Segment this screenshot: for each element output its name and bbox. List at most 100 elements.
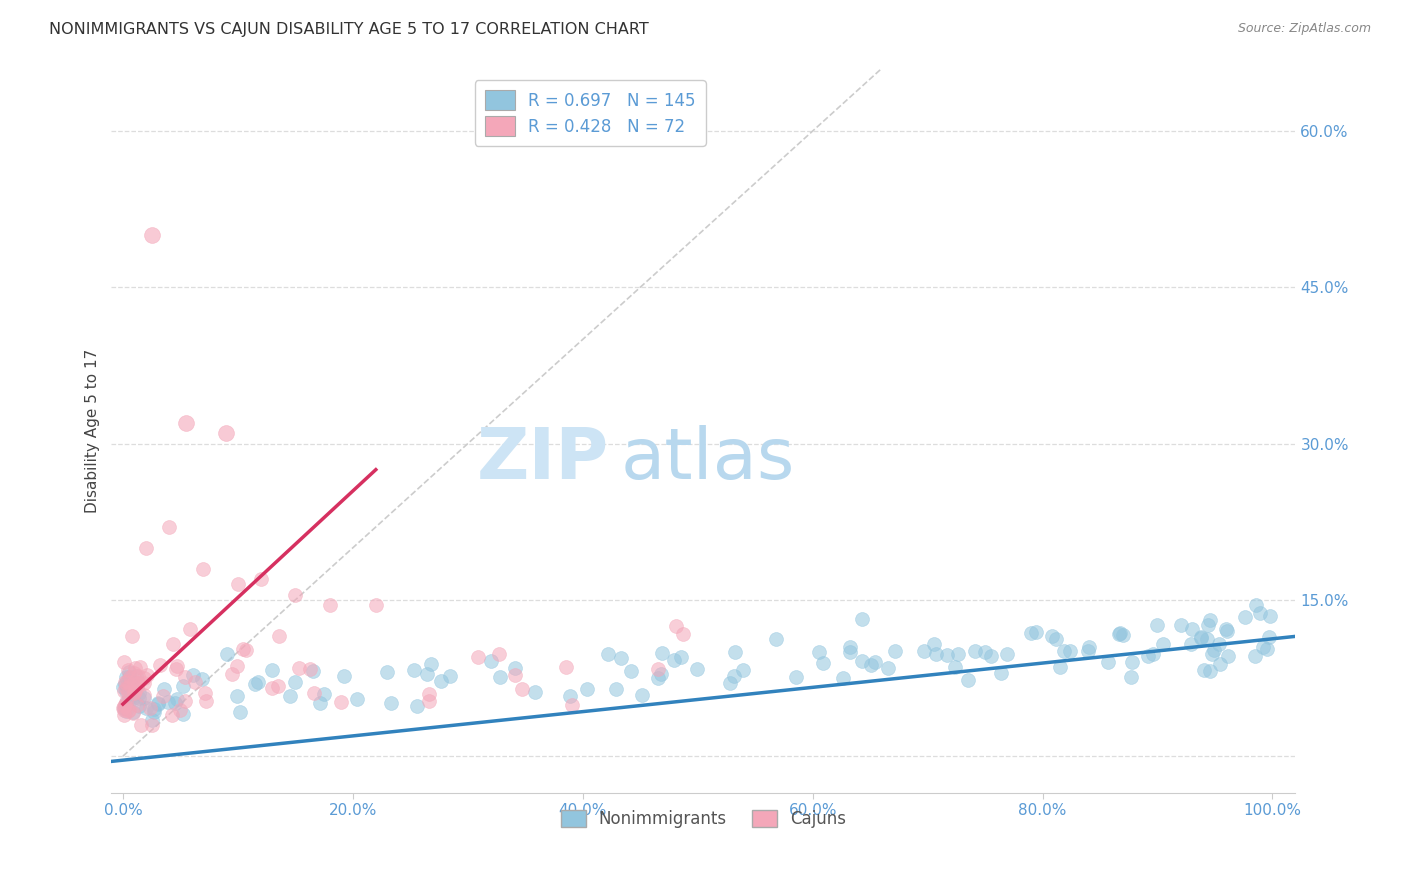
Point (112, 708, 135, 723)
Point (115, 704, 138, 718)
Point (1119, 670, 1142, 684)
Point (136, 668, 159, 682)
Point (1108, 627, 1130, 641)
Point (114, 698, 136, 712)
Point (1049, 660, 1071, 674)
Point (1197, 618, 1219, 632)
Point (946, 647, 969, 661)
Point (118, 665, 141, 679)
Point (1251, 640, 1274, 655)
Point (166, 691, 188, 706)
Point (863, 655, 886, 669)
Point (1121, 655, 1143, 669)
Point (808, 645, 831, 659)
Point (924, 647, 946, 661)
Point (1170, 617, 1192, 632)
Point (375, 665, 398, 680)
Point (415, 667, 437, 681)
Point (115, 681, 138, 696)
Point (922, 637, 945, 651)
Point (380, 696, 402, 710)
Point (115, 680, 138, 694)
Point (235, 643, 257, 657)
Point (1208, 637, 1230, 651)
Point (1021, 625, 1043, 640)
Point (1216, 624, 1239, 638)
Point (665, 619, 688, 633)
Point (302, 664, 325, 678)
Legend: Nonimmigrants, Cajuns: Nonimmigrants, Cajuns (554, 804, 853, 835)
Point (1077, 640, 1099, 654)
Point (122, 666, 145, 681)
Point (1258, 608, 1281, 623)
Point (1192, 663, 1215, 677)
Point (132, 688, 155, 702)
Point (141, 228, 163, 243)
Point (125, 698, 148, 713)
Point (1202, 642, 1225, 657)
Point (620, 664, 643, 678)
Point (402, 663, 425, 677)
Point (1209, 657, 1232, 671)
Point (135, 541, 157, 555)
Point (112, 701, 135, 715)
Point (117, 685, 139, 699)
Point (813, 656, 835, 670)
Point (1136, 649, 1159, 664)
Point (1218, 648, 1240, 663)
Point (152, 689, 174, 703)
Point (1180, 637, 1202, 651)
Point (576, 682, 599, 697)
Point (838, 640, 860, 655)
Text: Source: ZipAtlas.com: Source: ZipAtlas.com (1237, 22, 1371, 36)
Point (172, 706, 194, 721)
Point (112, 680, 135, 694)
Point (278, 690, 301, 704)
Point (1097, 656, 1119, 670)
Point (319, 598, 342, 612)
Point (1244, 598, 1267, 612)
Point (733, 663, 755, 677)
Point (246, 675, 269, 690)
Point (1215, 622, 1237, 636)
Point (651, 646, 673, 660)
Point (124, 661, 146, 675)
Point (1195, 632, 1218, 646)
Point (510, 681, 533, 696)
Point (124, 686, 146, 700)
Point (122, 706, 145, 721)
Point (686, 662, 709, 676)
Point (127, 675, 149, 690)
Point (146, 696, 169, 710)
Point (169, 703, 191, 717)
Point (724, 645, 747, 659)
Point (174, 416, 197, 430)
Point (267, 629, 290, 643)
Point (112, 703, 135, 717)
Point (723, 669, 745, 683)
Point (118, 690, 141, 705)
Point (304, 686, 326, 700)
Point (134, 676, 156, 690)
Point (127, 669, 149, 683)
Point (610, 650, 633, 665)
Point (115, 670, 138, 684)
Point (149, 658, 172, 673)
Point (243, 677, 266, 691)
Point (1042, 629, 1064, 643)
Point (1243, 649, 1265, 664)
Point (765, 632, 787, 646)
Point (429, 673, 451, 688)
Point (250, 572, 273, 586)
Point (851, 654, 873, 668)
Point (284, 588, 307, 602)
Point (1191, 630, 1213, 644)
Point (266, 679, 288, 693)
Point (957, 673, 980, 688)
Point (183, 668, 205, 682)
Point (1059, 644, 1081, 658)
Point (114, 674, 136, 689)
Point (141, 713, 163, 727)
Point (122, 675, 145, 690)
Point (118, 702, 141, 716)
